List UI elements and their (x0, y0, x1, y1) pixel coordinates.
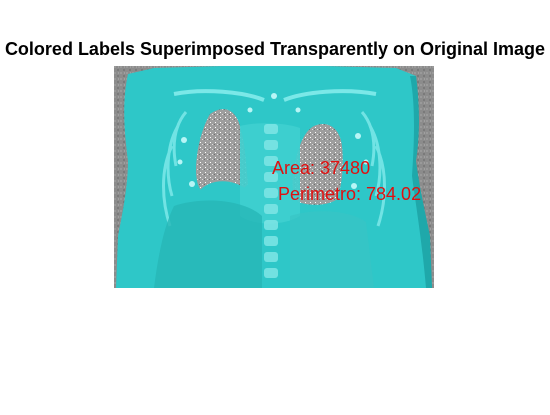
figure-title: Colored Labels Superimposed Transparentl… (4, 39, 546, 59)
perimeter-annotation: Perimetro: 784.02 (278, 184, 422, 204)
ct-chest-coronal-scan-icon (114, 66, 434, 288)
area-annotation: Area: 37480 (272, 158, 371, 178)
